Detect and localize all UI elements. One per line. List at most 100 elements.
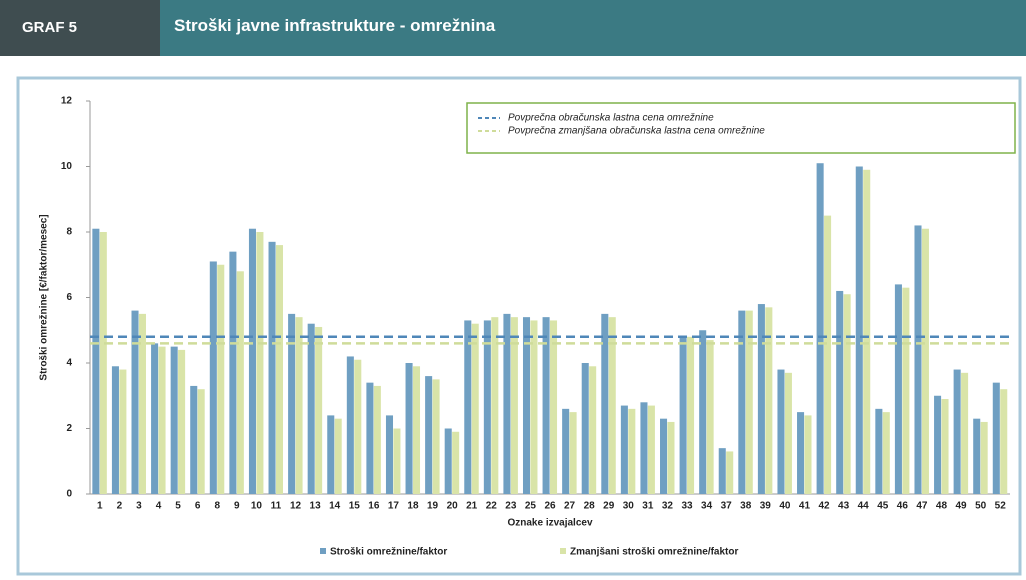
bar (921, 228, 929, 494)
bar (726, 451, 734, 494)
bar (151, 343, 159, 494)
x-tick-label: 22 (486, 501, 498, 512)
bar (444, 428, 452, 494)
bar (953, 369, 961, 494)
bar (992, 382, 1000, 494)
bar (138, 313, 146, 494)
bar (777, 369, 785, 494)
y-tick-label: 4 (66, 358, 72, 369)
bar (797, 412, 805, 494)
x-tick-label: 16 (368, 501, 380, 512)
y-tick-label: 2 (66, 423, 72, 434)
legend-swatch (560, 548, 566, 554)
bar (687, 336, 695, 494)
bar (256, 232, 264, 494)
bar (608, 317, 616, 494)
x-tick-label: 49 (956, 501, 968, 512)
bar (327, 415, 335, 494)
bar (1000, 389, 1008, 494)
bar (863, 169, 871, 494)
x-tick-label: 25 (525, 501, 537, 512)
bar (745, 310, 753, 494)
bar (902, 287, 910, 494)
x-tick-label: 28 (584, 501, 596, 512)
x-tick-label: 14 (329, 501, 341, 512)
y-tick-label: 6 (66, 292, 72, 303)
bar (92, 228, 100, 494)
x-tick-label: 40 (779, 501, 791, 512)
x-tick-label: 8 (214, 501, 220, 512)
y-axis-label: Stroški omrežnine [€/faktor/mesec] (39, 214, 50, 380)
x-tick-label: 32 (662, 501, 674, 512)
bar (425, 376, 433, 494)
x-tick-label: 15 (349, 501, 361, 512)
bar (757, 304, 765, 494)
y-tick-label: 10 (61, 161, 73, 172)
bar (530, 320, 538, 494)
bar (660, 418, 668, 494)
bar (765, 307, 773, 494)
bar (980, 421, 988, 494)
bar (784, 372, 792, 494)
bar (385, 415, 394, 494)
bar (131, 310, 139, 494)
bar (620, 405, 628, 494)
x-tick-label: 42 (818, 501, 830, 512)
bar (934, 395, 942, 494)
bar (268, 241, 276, 494)
bar (503, 313, 511, 494)
x-tick-label: 43 (838, 501, 850, 512)
legend-label: Stroški omrežnine/faktor (330, 547, 447, 558)
bar (307, 323, 315, 494)
bar (941, 399, 949, 494)
x-tick-label: 34 (701, 501, 713, 512)
x-tick-label: 52 (995, 501, 1007, 512)
x-tick-label: 1 (97, 501, 103, 512)
bar (718, 448, 726, 494)
bar (119, 369, 127, 494)
x-tick-label: 39 (760, 501, 772, 512)
bar (197, 389, 205, 494)
bar (855, 166, 863, 494)
bar (647, 405, 655, 494)
bar (816, 163, 824, 494)
x-tick-label: 48 (936, 501, 948, 512)
bar (373, 385, 381, 494)
bar (315, 326, 323, 494)
header-label: GRAF 5 (0, 0, 160, 56)
bar (562, 408, 570, 494)
x-tick-label: 17 (388, 501, 400, 512)
bar (589, 366, 597, 494)
bar (99, 232, 107, 494)
bar (452, 431, 460, 494)
x-tick-label: 6 (195, 501, 201, 512)
bar (209, 261, 217, 494)
x-tick-label: 46 (897, 501, 909, 512)
bar (882, 412, 890, 494)
bar (510, 317, 518, 494)
bar (248, 228, 256, 494)
x-tick-label: 2 (117, 501, 123, 512)
bar (569, 412, 577, 494)
x-tick-label: 50 (975, 501, 987, 512)
bar (405, 363, 413, 494)
bar (601, 313, 609, 494)
bar (628, 408, 636, 494)
x-tick-label: 12 (290, 501, 302, 512)
bar (178, 349, 186, 494)
bar (288, 313, 296, 494)
bar (275, 245, 284, 494)
bar (699, 330, 707, 494)
bar (581, 363, 589, 494)
bar (667, 421, 675, 494)
x-tick-label: 26 (544, 501, 556, 512)
x-tick-label: 37 (721, 501, 733, 512)
bar (843, 294, 851, 494)
x-tick-label: 3 (136, 501, 142, 512)
legend-label: Zmanjšani stroški omrežnine/faktor (570, 547, 738, 558)
header-title: Stroški javne infrastrukture - omrežnina (174, 16, 496, 35)
y-tick-label: 0 (66, 489, 72, 500)
bar (346, 356, 354, 494)
